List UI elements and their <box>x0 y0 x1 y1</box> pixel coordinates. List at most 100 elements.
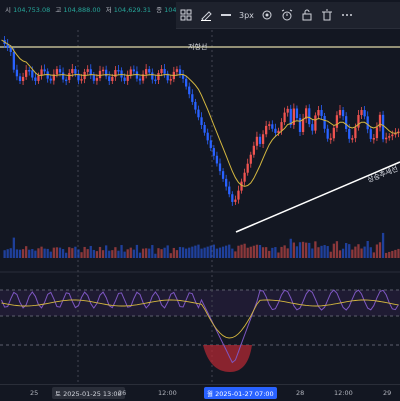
volume-bar <box>108 250 111 258</box>
volume-bar <box>65 252 68 258</box>
time-tick: 12:00 <box>334 389 353 397</box>
candle-body <box>360 110 363 116</box>
candle-body <box>120 70 123 78</box>
volume-bar <box>68 247 71 258</box>
candle-body <box>34 77 37 81</box>
candle-body <box>169 79 172 81</box>
volume-bar <box>360 248 363 258</box>
volume-bar <box>332 243 335 258</box>
volume-bar <box>178 246 182 258</box>
time-tick-current: 월 2025-01-27 07:00 <box>204 387 277 399</box>
candle-body <box>221 171 225 179</box>
settings-icon[interactable] <box>257 4 277 26</box>
grid-icon[interactable] <box>176 4 196 26</box>
volume-bar <box>105 245 108 258</box>
delete-icon[interactable] <box>317 4 337 26</box>
candle-body <box>369 129 372 139</box>
candle-body <box>348 128 351 139</box>
volume-bar <box>286 248 289 258</box>
ascending-trendline <box>235 161 400 233</box>
candle-body <box>301 118 305 132</box>
candle-body <box>240 181 243 191</box>
volume-bar <box>58 247 62 258</box>
candle-body <box>25 70 28 77</box>
resistance-line-label: 저항선 <box>188 43 208 51</box>
time-tick: 12:00 <box>158 389 177 397</box>
more-icon[interactable] <box>337 4 357 26</box>
time-tick: 29 <box>383 389 392 397</box>
volume-bar <box>138 252 142 258</box>
candle-body <box>49 78 52 81</box>
volume-bar <box>43 248 46 258</box>
candle-body <box>129 69 132 76</box>
high-key: 고 <box>55 6 62 14</box>
volume-bar <box>141 248 145 258</box>
candle-body <box>68 73 71 80</box>
candle-body <box>212 148 215 156</box>
candle-body <box>185 78 188 87</box>
candle-body <box>231 194 234 202</box>
candle-body <box>160 69 163 74</box>
volume-bar <box>135 244 139 258</box>
volume-bar <box>317 247 320 258</box>
candle-body <box>329 138 332 140</box>
candle-body <box>138 78 142 81</box>
volume-bar <box>225 245 228 258</box>
candle-body <box>175 69 179 72</box>
candle-body <box>21 76 25 81</box>
volume-bar <box>357 244 360 258</box>
volume-bar <box>175 250 179 258</box>
volume-bar <box>92 249 95 258</box>
candle-body <box>354 127 357 139</box>
candle-body <box>258 136 262 144</box>
volume-bar <box>74 246 77 258</box>
volume-bar <box>12 237 15 258</box>
time-tick: 28 <box>296 389 305 397</box>
volume-bar <box>98 246 102 258</box>
candle-body <box>311 124 314 131</box>
candle-body <box>188 86 191 95</box>
candle-body <box>345 116 348 129</box>
candle-body <box>145 69 148 75</box>
lock-icon[interactable] <box>297 4 317 26</box>
high-value: 104,888.00 <box>63 6 101 14</box>
candle-body <box>261 134 265 144</box>
candle-body <box>314 115 317 131</box>
volume-bar <box>209 245 212 258</box>
volume-bar <box>261 247 265 258</box>
line-style-icon[interactable] <box>216 4 236 26</box>
pencil-icon[interactable] <box>196 4 216 26</box>
line-width-label[interactable]: 3px <box>239 10 254 20</box>
volume-bar <box>157 248 160 258</box>
candle-body <box>178 69 182 76</box>
volume-bar <box>181 247 185 258</box>
candle-body <box>43 69 46 72</box>
candle-body <box>74 69 77 74</box>
candle-body <box>268 124 271 126</box>
candle-body <box>320 110 323 116</box>
volume-bar <box>25 246 28 258</box>
candle-body <box>18 76 22 81</box>
volume-bar <box>274 247 277 258</box>
volume-bar <box>221 246 225 258</box>
volume-bar <box>9 248 12 258</box>
candle-body <box>166 73 169 81</box>
volume-bar <box>6 249 9 258</box>
time-axis[interactable]: 25 토 2025-01-25 13:00 26 12:00 월 2025-01… <box>0 384 400 401</box>
rsi-signal-line <box>1 299 399 339</box>
volume-bar <box>31 249 34 258</box>
volume-bar <box>172 247 175 258</box>
alarm-icon[interactable] <box>277 4 297 26</box>
candle-body <box>114 70 117 77</box>
candle-body <box>388 136 391 138</box>
volume-bar <box>61 249 65 258</box>
candle-body <box>126 75 129 81</box>
volume-bar <box>123 251 126 258</box>
volume-bar <box>80 252 83 258</box>
candle-body <box>385 137 388 140</box>
volume-bar <box>212 244 215 258</box>
volume-bar <box>228 244 231 258</box>
candle-body <box>363 110 366 117</box>
